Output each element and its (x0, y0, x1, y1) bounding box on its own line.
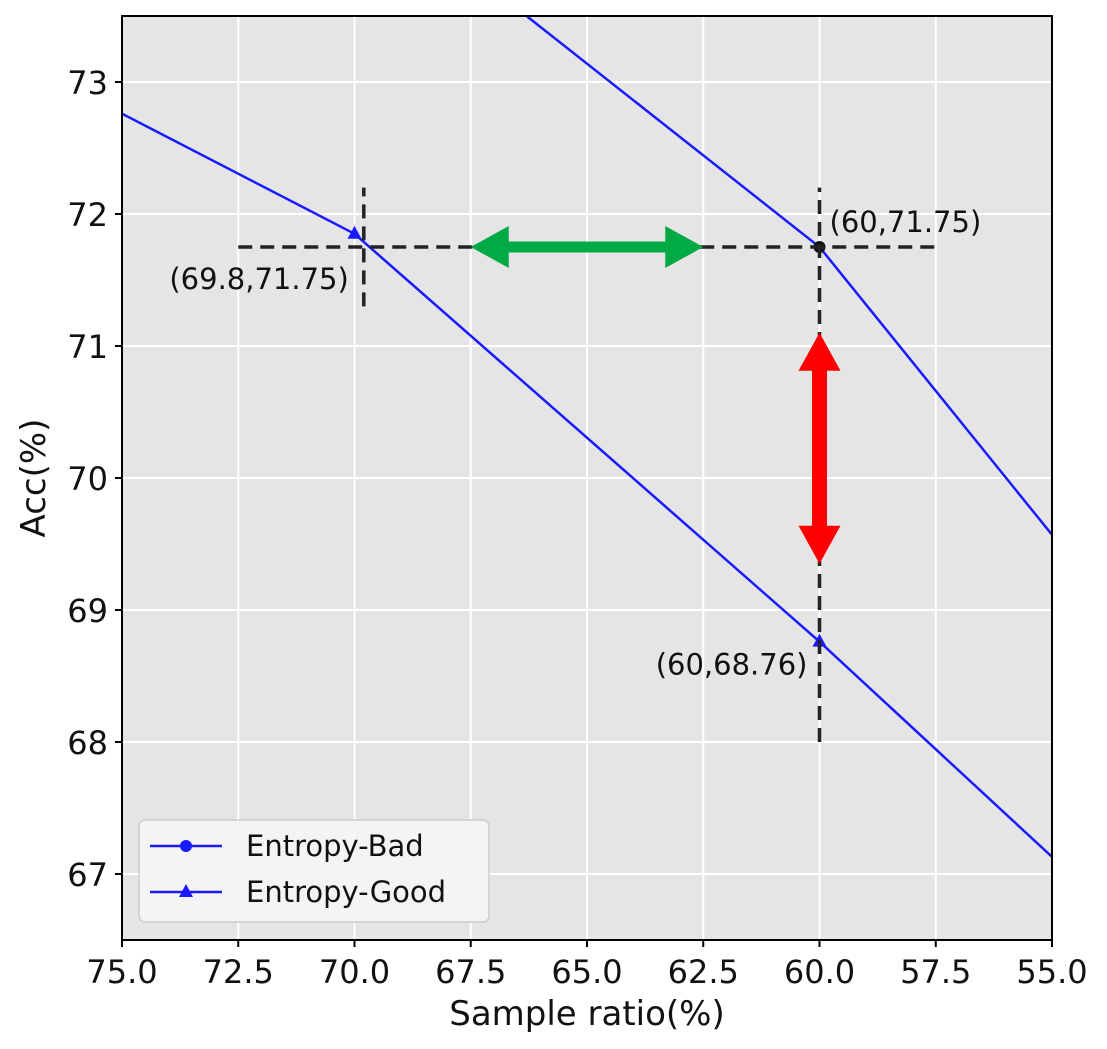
x-tick-label: 72.5 (203, 953, 274, 991)
data-point-marker (347, 225, 362, 239)
y-tick-label: 71 (67, 328, 108, 366)
x-axis-label: Sample ratio(%) (449, 994, 725, 1034)
y-tick-label: 69 (67, 592, 108, 630)
y-tick-label: 70 (67, 460, 108, 498)
legend: Entropy-Bad Entropy-Good (138, 819, 490, 923)
series-line-entropy-good (122, 112, 1052, 858)
x-tick-label: 57.5 (900, 953, 971, 991)
y-tick-label: 72 (67, 196, 108, 234)
annotation-label: (69.8,71.75) (169, 262, 348, 296)
y-axis: 67 68 69 70 71 72 73 (67, 64, 122, 894)
arrow-group (470, 226, 841, 564)
x-tick-label: 70.0 (319, 953, 390, 991)
x-tick-label: 62.5 (668, 953, 739, 991)
annotation-label: (60,68.76) (656, 648, 808, 682)
x-tick-label: 75.0 (86, 953, 157, 991)
legend-marker (179, 884, 193, 897)
y-tick-label: 68 (67, 724, 108, 762)
legend-label: Entropy-Good (246, 875, 446, 909)
y-tick-label: 73 (67, 64, 108, 102)
legend-label: Entropy-Bad (246, 829, 424, 863)
x-tick-label: 55.0 (1016, 953, 1087, 991)
double-arrow-vertical (798, 332, 841, 564)
legend-marker (180, 840, 192, 852)
x-axis: 75.0 72.5 70.0 67.5 65.0 62.5 60.0 57.5 55.0 (86, 940, 1088, 991)
y-axis-label: Acc(%) (14, 419, 54, 538)
x-tick-label: 65.0 (551, 953, 622, 991)
annotation-group: (60,71.75) (69.8,71.75) (60,68.76) (169, 205, 981, 682)
y-tick-label: 67 (67, 856, 108, 894)
annotation-label: (60,71.75) (830, 205, 982, 239)
double-arrow-horizontal (470, 226, 704, 268)
legend-box (138, 819, 490, 923)
x-tick-label: 60.0 (784, 953, 855, 991)
x-tick-label: 67.5 (435, 953, 506, 991)
